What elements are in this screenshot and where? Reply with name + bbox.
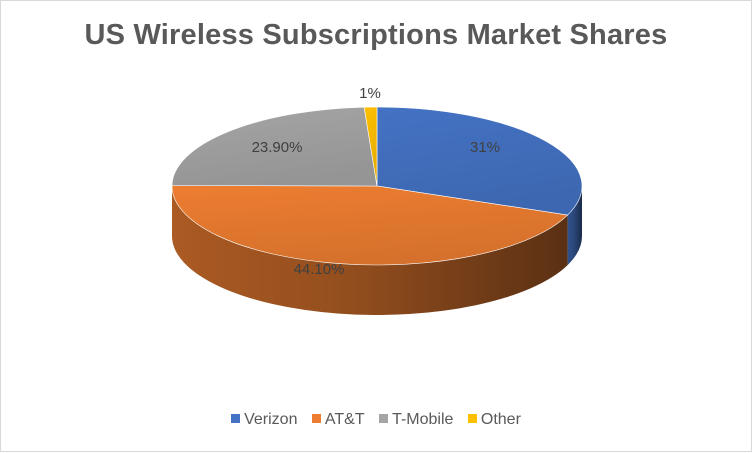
pie-slice-other[interactable] — [363, 106, 378, 187]
pie-slice-t-mobile[interactable] — [171, 106, 378, 187]
legend-label-verizon: Verizon — [244, 411, 298, 428]
legend-label-t-mobile: T-Mobile — [392, 411, 454, 428]
pie-slice-at-t[interactable] — [171, 185, 569, 266]
legend-label-att: AT&T — [324, 411, 365, 428]
legend-swatch-t-mobile — [379, 414, 389, 423]
chart-title: US Wireless Subscriptions Market Shares — [84, 19, 668, 51]
data-label-at-t: 44.10% — [294, 261, 345, 278]
legend-swatch-att — [311, 414, 321, 423]
data-label-other: 1% — [359, 85, 381, 102]
legend-item-t-mobile[interactable]: T-Mobile — [379, 411, 453, 429]
legend-label-other: Other — [480, 411, 521, 428]
pie-side-at-t — [172, 186, 568, 315]
legend: Verizon AT&T T-Mobile Other — [1, 411, 751, 429]
data-label-t-mobile: 23.90% — [252, 139, 303, 156]
pie-side-verizon — [567, 186, 582, 266]
legend-item-verizon[interactable]: Verizon — [231, 411, 297, 429]
legend-item-other[interactable]: Other — [467, 411, 521, 429]
data-label-verizon: 31% — [470, 139, 500, 156]
legend-swatch-verizon — [231, 414, 241, 423]
pie-slice-verizon[interactable] — [376, 106, 583, 216]
legend-swatch-other — [467, 414, 477, 423]
legend-item-att[interactable]: AT&T — [311, 411, 365, 429]
